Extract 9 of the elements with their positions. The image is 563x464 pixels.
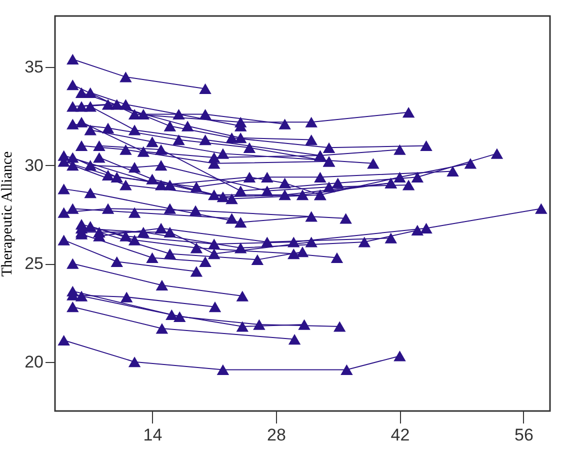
x-tick-label: 42 (390, 426, 410, 444)
x-tick-label: 56 (514, 426, 534, 444)
x-tick-label: 28 (267, 426, 286, 444)
y-tick-label: 30 (24, 156, 44, 175)
y-axis-title: Therapeutic Alliance (0, 150, 16, 277)
y-tick-label: 25 (24, 254, 44, 274)
y-tick-label: 35 (24, 58, 44, 77)
x-tick-label: 14 (143, 426, 162, 444)
y-tick-label: 20 (24, 352, 44, 372)
